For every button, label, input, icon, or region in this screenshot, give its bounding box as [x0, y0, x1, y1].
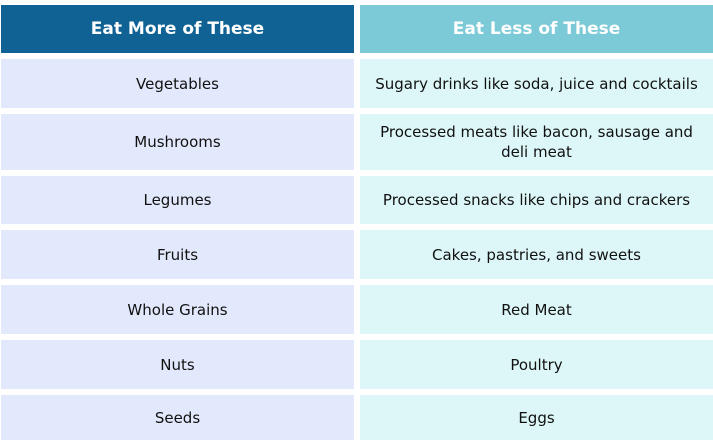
eat-more-cell: Whole Grains	[1, 285, 354, 334]
eat-less-cell: Processed meats like bacon, sausage and …	[360, 114, 713, 170]
eat-less-cell: Eggs	[360, 395, 713, 440]
eat-more-cell: Mushrooms	[1, 114, 354, 170]
eat-more-cell: Seeds	[1, 395, 354, 440]
eat-less-cell: Poultry	[360, 340, 713, 389]
eat-less-cell: Red Meat	[360, 285, 713, 334]
eat-more-header: Eat More of These	[1, 5, 354, 53]
eat-more-cell: Legumes	[1, 176, 354, 224]
eat-more-cell: Nuts	[1, 340, 354, 389]
eat-less-header: Eat Less of These	[360, 5, 713, 53]
eat-more-cell: Vegetables	[1, 59, 354, 108]
eat-less-cell: Processed snacks like chips and crackers	[360, 176, 713, 224]
eat-more-cell: Fruits	[1, 230, 354, 279]
eat-less-cell: Cakes, pastries, and sweets	[360, 230, 713, 279]
eat-less-cell: Sugary drinks like soda, juice and cockt…	[360, 59, 713, 108]
